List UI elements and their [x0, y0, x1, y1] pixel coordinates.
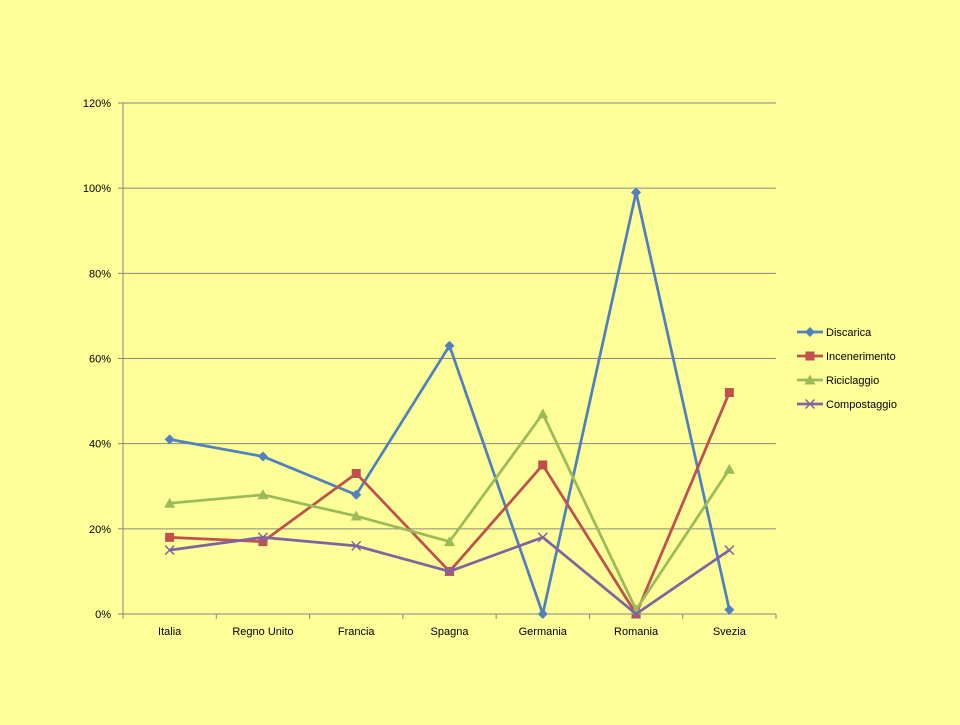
y-tick-label: 80% — [89, 268, 111, 280]
data-point — [537, 609, 548, 619]
y-tick-label: 20% — [89, 524, 111, 536]
legend-marker — [805, 327, 815, 337]
x-tick-label: Germania — [519, 626, 568, 638]
data-point — [444, 340, 455, 351]
data-point — [164, 545, 175, 556]
legend-entry: Compostaggio — [797, 398, 897, 411]
x-tick-label: Italia — [158, 626, 182, 638]
data-point — [724, 388, 734, 398]
x-tick-label: Spagna — [431, 626, 470, 638]
data-point — [724, 604, 735, 615]
data-point — [351, 540, 362, 551]
series-line — [169, 191, 731, 616]
data-point — [538, 460, 548, 470]
x-tick-label: Regno Unito — [232, 626, 293, 638]
legend-marker — [804, 374, 816, 385]
data-point — [257, 489, 269, 500]
x-tick-label: Svezia — [713, 626, 747, 638]
data-point — [164, 497, 176, 508]
y-tick-label: 0% — [95, 609, 111, 621]
data-point — [631, 187, 642, 198]
legend-entry: Riciclaggio — [797, 374, 879, 387]
data-point — [258, 537, 268, 547]
data-point — [257, 451, 268, 462]
legend-label: Compostaggio — [826, 399, 897, 411]
axes: 0% 20% 40% 60% 80% 100% 120% Italia Regno Unito F… — [83, 98, 777, 638]
y-tick-label: 40% — [89, 439, 111, 451]
y-tick-label: 60% — [89, 354, 111, 366]
series-discarica — [164, 187, 735, 619]
data-point — [724, 545, 735, 556]
legend: Discarica Incenerimento Riciclaggio Compost… — [797, 327, 897, 411]
data-point — [351, 489, 362, 500]
x-tick-label: Romania — [614, 626, 659, 638]
x-tick-label: Francia — [338, 626, 376, 638]
y-tick-label: 120% — [83, 98, 111, 110]
legend-marker — [805, 351, 815, 361]
gridlines — [123, 102, 776, 530]
legend-label: Discarica — [826, 327, 872, 339]
series-compostaggio — [164, 532, 735, 620]
legend-marker — [804, 398, 816, 410]
data-point — [164, 434, 175, 445]
data-point — [351, 468, 361, 478]
legend-label: Riciclaggio — [826, 375, 879, 387]
series-incenerimento — [165, 388, 734, 619]
y-tick-label: 100% — [83, 183, 111, 195]
data-point — [444, 536, 455, 547]
data-point — [537, 408, 549, 419]
data-point — [350, 510, 362, 521]
legend-entry: Incenerimento — [797, 351, 896, 363]
data-point — [444, 566, 455, 577]
data-point — [537, 532, 548, 543]
series-lines — [164, 187, 735, 620]
legend-entry: Discarica — [797, 327, 872, 339]
data-point — [257, 532, 268, 543]
data-point — [165, 532, 175, 542]
data-point — [631, 608, 642, 620]
legend-label: Incenerimento — [826, 351, 896, 363]
series-line — [169, 392, 731, 616]
data-point — [723, 463, 735, 474]
